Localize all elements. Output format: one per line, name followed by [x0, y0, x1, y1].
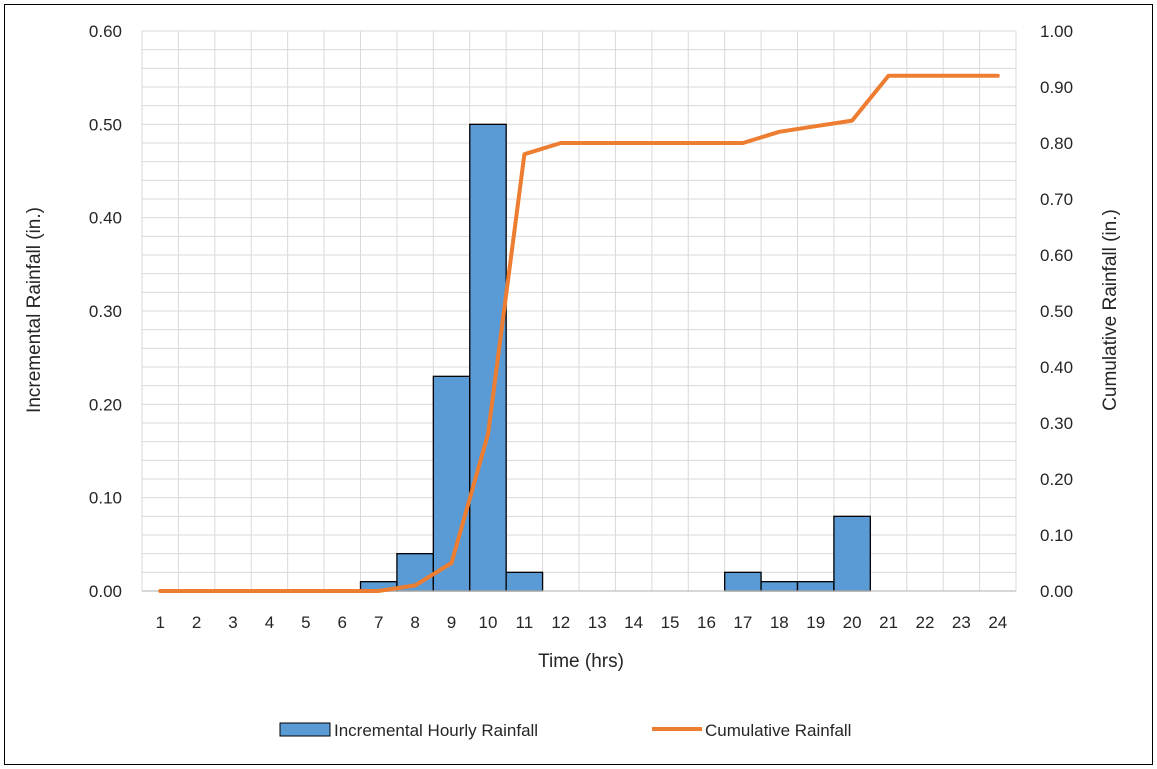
x-tick-label: 22	[915, 613, 934, 632]
y-tick-label: 0.20	[89, 395, 122, 414]
y2-tick-label: 0.80	[1040, 134, 1073, 153]
x-tick-label: 23	[952, 613, 971, 632]
y2-tick-label: 0.00	[1040, 582, 1073, 601]
x-tick-label: 14	[624, 613, 643, 632]
bar	[796, 581, 835, 592]
grid-lines	[141, 30, 1017, 591]
x-tick-label: 6	[338, 613, 347, 632]
x-tick-label: 10	[478, 613, 497, 632]
x-tick-labels: 1 2 3 4 5 6 7 8 9 10 11 12 13 14 15 16 17 18 19 20 21 22 23 24	[155, 613, 1007, 632]
legend-label-incremental: Incremental Hourly Rainfall	[334, 721, 538, 740]
x-tick-label: 11	[516, 613, 534, 632]
line-series	[158, 73, 1000, 593]
x-tick-label: 21	[879, 613, 898, 632]
bar	[760, 581, 799, 592]
y2-tick-label: 1.00	[1040, 22, 1073, 41]
x-tick-label: 19	[806, 613, 825, 632]
bar	[724, 571, 762, 592]
x-tick-label: 12	[551, 613, 570, 632]
y-tick-label: 0.50	[89, 115, 122, 134]
y2-tick-label: 0.90	[1040, 78, 1073, 97]
x-tick-label: 3	[228, 613, 237, 632]
cumulative-line	[158, 73, 1000, 593]
right-y-tick-labels: 0.00 0.10 0.20 0.30 0.40 0.50 0.60 0.70 0.80 0.90…	[1040, 22, 1073, 601]
bar	[469, 123, 507, 592]
bar	[505, 571, 544, 592]
y-tick-label: 0.30	[89, 302, 122, 321]
x-tick-label: 5	[301, 613, 310, 632]
y2-tick-label: 0.60	[1040, 246, 1073, 265]
x-tick-label: 17	[733, 613, 752, 632]
x-tick-label: 2	[192, 613, 201, 632]
legend: Incremental Hourly Rainfall Cumulative R…	[279, 721, 851, 740]
x-tick-label: 1	[155, 613, 164, 632]
legend-label-cumulative: Cumulative Rainfall	[705, 721, 851, 740]
y2-tick-label: 0.20	[1040, 470, 1073, 489]
x-tick-label: 7	[374, 613, 383, 632]
y2-tick-label: 0.40	[1040, 358, 1073, 377]
x-tick-label: 9	[447, 613, 456, 632]
x-tick-label: 8	[410, 613, 419, 632]
y-tick-label: 0.60	[89, 22, 122, 41]
x-tick-label: 18	[770, 613, 789, 632]
x-tick-label: 20	[843, 613, 862, 632]
left-y-tick-labels: 0.00 0.10 0.20 0.30 0.40 0.50 0.60	[89, 22, 122, 601]
x-tick-label: 16	[697, 613, 716, 632]
bar	[833, 515, 871, 592]
y-axis-title: Incremental Rainfall (in.)	[24, 207, 45, 413]
y2-tick-label: 0.30	[1040, 414, 1073, 433]
y-tick-label: 0.40	[89, 209, 122, 228]
x-tick-label: 24	[988, 613, 1007, 632]
x-tick-label: 15	[661, 613, 680, 632]
y2-tick-label: 0.10	[1040, 526, 1073, 545]
y2-tick-label: 0.50	[1040, 302, 1073, 321]
x-tick-label: 13	[588, 613, 607, 632]
y2-axis-title: Cumulative Rainfall (in.)	[1100, 209, 1121, 411]
x-axis-title: Time (hrs)	[538, 651, 624, 672]
y2-tick-label: 0.70	[1040, 190, 1073, 209]
y-tick-label: 0.00	[89, 582, 122, 601]
legend-swatch-bar	[279, 722, 331, 737]
bar-series	[359, 123, 871, 592]
x-tick-label: 4	[265, 613, 274, 632]
y-tick-label: 0.10	[89, 489, 122, 508]
